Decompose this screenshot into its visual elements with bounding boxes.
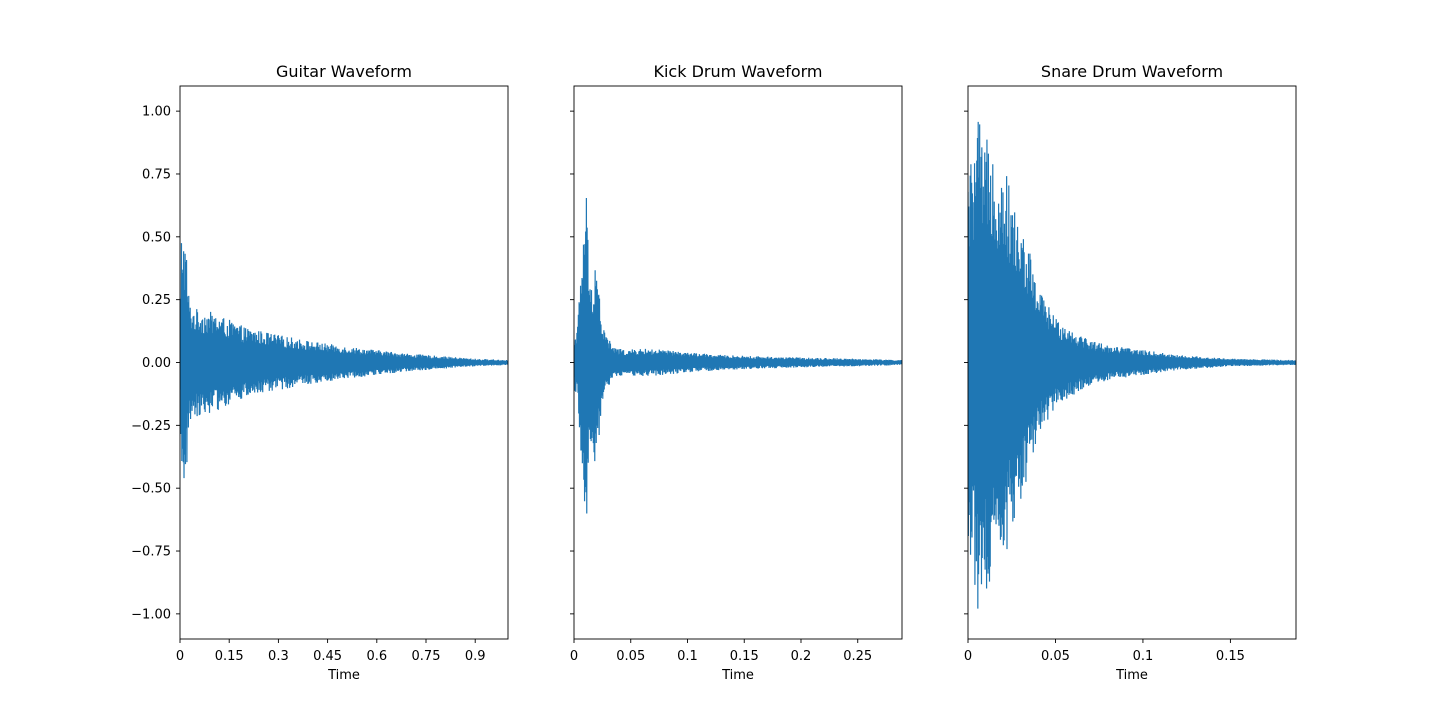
x-tick-label: 0.9 [465,649,486,664]
x-tick-label: 0.25 [843,649,872,664]
y-tick-label: 0.75 [142,167,171,182]
x-tick-label: 0 [176,649,184,664]
waveform-series-line [180,243,508,479]
x-tick-label: 0.6 [366,649,387,664]
x-tick-label: 0.3 [268,649,289,664]
y-tick-label: 0.25 [142,293,171,308]
x-tick-label: 0.1 [677,649,698,664]
chart-title: Guitar Waveform [276,62,412,81]
y-tick-label: −0.25 [131,419,171,434]
waveform-series-line [574,198,902,514]
x-axis-ticks: 0 0.15 0.3 0.45 0.6 0.75 0.9 [176,639,486,664]
y-axis-ticks [964,110,968,615]
subplot-kick-drum: Kick Drum Waveform 0 0.05 0.1 0.15 0.2 0.25 T… [570,62,903,683]
y-axis-ticks: −1.00 −0.75 −0.50 −0.25 0.00 0.25 0.50 0.75 1.00 [131,105,180,622]
subplot-guitar: Guitar Waveform 0 0.15 0.3 0.45 0.6 0.75 0.9 −… [131,62,509,683]
waveform-series-line [968,121,1296,609]
x-axis-ticks: 0 0.05 0.1 0.15 0.2 0.25 [570,639,872,664]
x-axis-ticks: 0 0.05 0.1 0.15 [964,639,1245,664]
y-tick-label: 0.50 [142,230,171,245]
x-axis-label: Time [327,668,360,683]
x-tick-label: 0 [570,649,578,664]
x-tick-label: 0.15 [215,649,244,664]
x-axis-label: Time [721,668,754,683]
chart-title: Snare Drum Waveform [1041,62,1223,81]
y-tick-label: −0.75 [131,545,171,560]
subplot-snare-drum: Snare Drum Waveform 0 0.05 0.1 0.15 Time [964,62,1297,683]
x-tick-label: 0.15 [1216,649,1245,664]
chart-title: Kick Drum Waveform [653,62,822,81]
y-axis-ticks [570,110,574,615]
x-tick-label: 0 [964,649,972,664]
x-tick-label: 0.45 [313,649,342,664]
x-tick-label: 0.15 [730,649,759,664]
y-tick-label: −1.00 [131,607,171,622]
x-tick-label: 0.05 [1041,649,1070,664]
y-tick-label: 1.00 [142,105,171,120]
x-tick-label: 0.75 [412,649,441,664]
y-tick-label: 0.00 [142,356,171,371]
x-axis-label: Time [1115,668,1148,683]
y-tick-label: −0.50 [131,482,171,497]
x-tick-label: 0.1 [1133,649,1154,664]
x-tick-label: 0.2 [791,649,812,664]
x-tick-label: 0.05 [616,649,645,664]
